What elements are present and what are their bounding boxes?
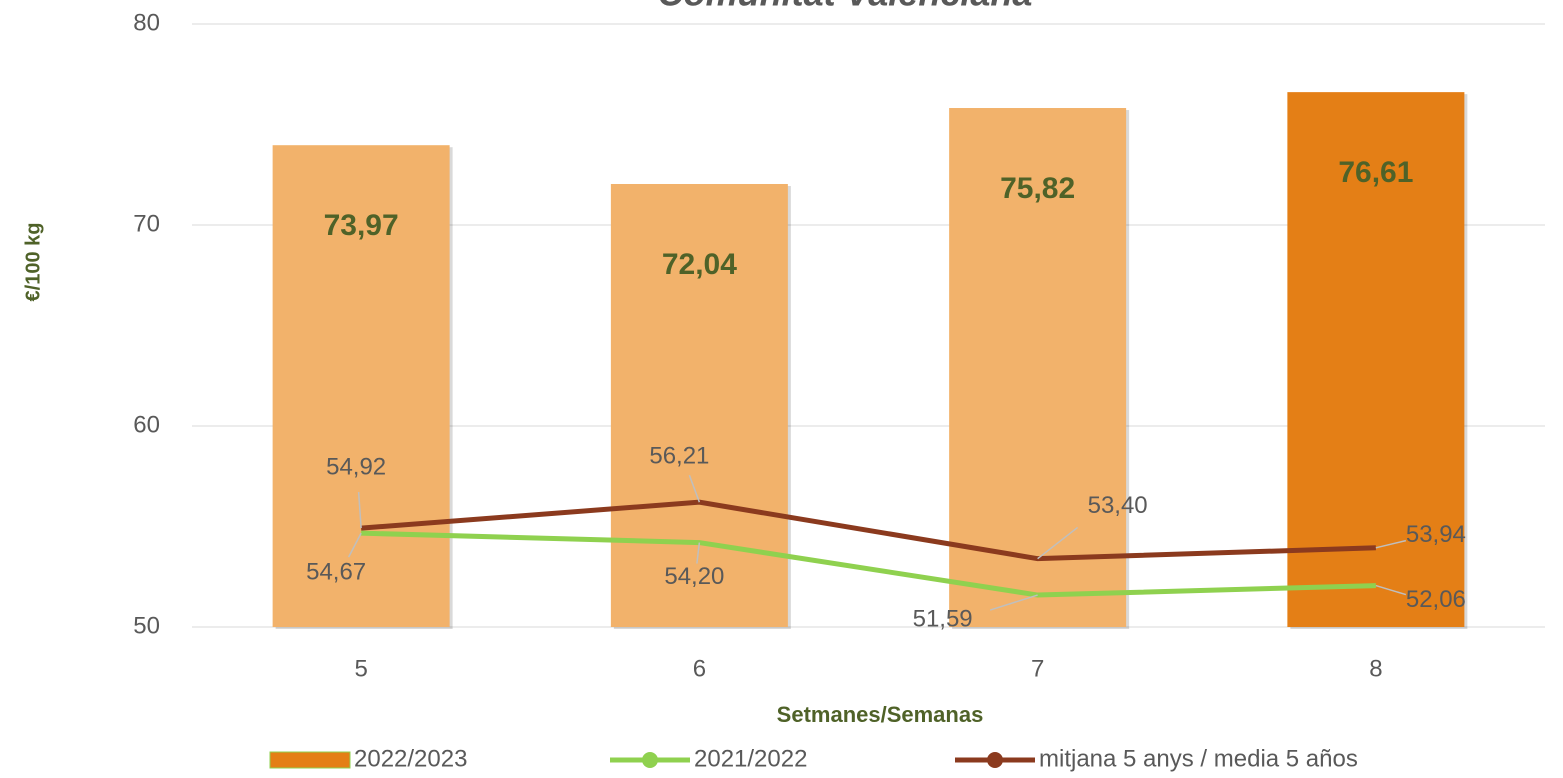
legend-marker	[642, 752, 658, 768]
line-value-label: 52,06	[1406, 586, 1466, 613]
leader-line	[688, 474, 701, 503]
legend-swatch	[269, 751, 351, 769]
line-value-label: 53,40	[1088, 492, 1148, 519]
y-tick-label: 70	[133, 210, 160, 237]
legend-label: mitjana 5 anys / media 5 años	[1039, 745, 1358, 772]
y-tick-label: 80	[133, 9, 160, 36]
line-value-label: 53,94	[1406, 521, 1466, 548]
line-value-label: 54,67	[306, 558, 366, 585]
x-axis-title: Setmanes/Semanas	[777, 702, 984, 727]
bar	[272, 145, 450, 627]
x-tick-label: 6	[693, 655, 706, 682]
x-tick-label: 5	[354, 655, 367, 682]
legend-label: 2021/2022	[694, 745, 807, 772]
bar	[949, 108, 1127, 627]
bar-value-label: 72,04	[662, 248, 737, 281]
bar-value-label: 73,97	[324, 209, 399, 242]
leader-line	[989, 594, 1038, 611]
leader-line	[1037, 526, 1079, 560]
bar	[1287, 92, 1465, 628]
line	[361, 530, 1376, 598]
y-tick-label: 50	[133, 612, 160, 639]
legend-label: 2022/2023	[354, 745, 467, 772]
line-value-label: 54,20	[664, 563, 724, 590]
leader-line	[1375, 539, 1407, 549]
leader-line	[347, 532, 362, 558]
legend-marker	[987, 752, 1003, 768]
line-value-label: 56,21	[649, 443, 709, 470]
x-tick-label: 8	[1369, 655, 1382, 682]
y-tick-label: 60	[133, 411, 160, 438]
leader-line	[696, 542, 701, 564]
bar-value-label: 76,61	[1338, 156, 1413, 189]
line-value-label: 54,92	[326, 453, 386, 480]
line-value-label: 51,59	[913, 605, 973, 632]
line	[360, 499, 1376, 562]
chart-title: Comunitat Valenciana	[658, 0, 1033, 14]
y-axis-title: €/100 kg	[22, 223, 44, 302]
leader-line	[1375, 584, 1407, 596]
leader-line	[357, 492, 362, 529]
bar-value-label: 75,82	[1000, 172, 1075, 205]
x-tick-label: 7	[1031, 655, 1044, 682]
